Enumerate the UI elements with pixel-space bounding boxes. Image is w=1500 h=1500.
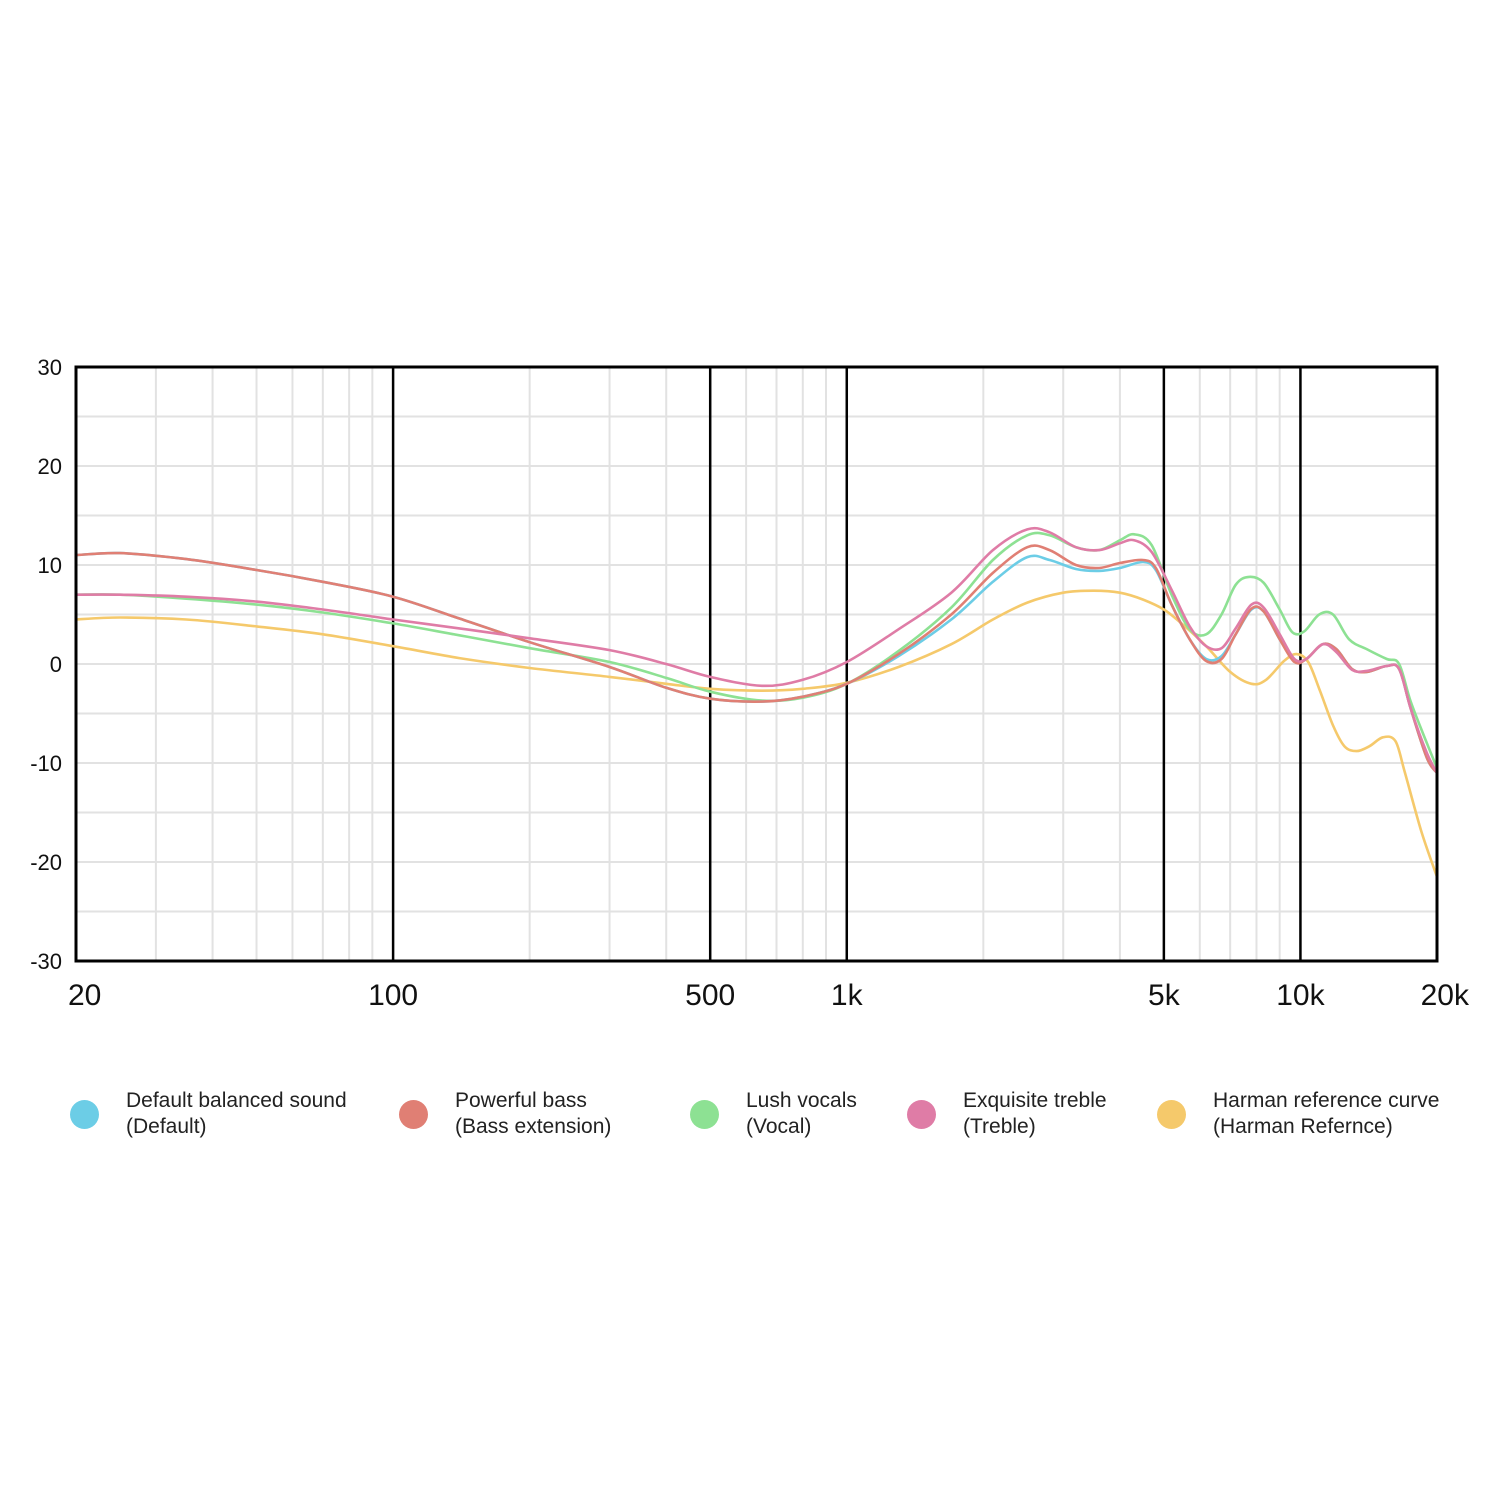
legend: Default balanced sound (Default) Powerful … [0, 1088, 1500, 1148]
legend-subtitle: (Harman Refernce) [1213, 1115, 1393, 1138]
series-line-1 [74, 551, 1439, 775]
legend-name: Default balanced sound [126, 1089, 347, 1112]
legend-item: Lush vocals (Vocal) [690, 1088, 857, 1140]
legend-swatch [70, 1100, 99, 1129]
series-lines [74, 526, 1439, 879]
legend-subtitle: (Treble) [963, 1115, 1036, 1138]
series-line-5 [74, 589, 1439, 879]
x-tick-label: 20k [1421, 979, 1470, 1012]
legend-item: Powerful bass (Bass extension) [399, 1088, 611, 1140]
y-tick-label: 10 [38, 553, 62, 578]
y-tick-label: 20 [38, 454, 62, 479]
legend-subtitle: (Default) [126, 1115, 207, 1138]
x-tick-label: 100 [368, 979, 418, 1012]
legend-text: Exquisite treble (Treble) [963, 1088, 1107, 1140]
legend-swatch [1157, 1100, 1186, 1129]
plot-frame [74, 365, 1439, 963]
horizontal-gridlines [76, 415, 1437, 913]
legend-swatch [399, 1100, 428, 1129]
y-axis-ticks: 30 20 10 0 -10 -20 -30 [30, 355, 62, 974]
legend-text: Lush vocals (Vocal) [746, 1088, 857, 1140]
x-axis-ticks: 20 100 500 1k 5k 10k 20k [68, 979, 1470, 1012]
legend-item: Exquisite treble (Treble) [907, 1088, 1107, 1140]
legend-name: Powerful bass [455, 1089, 587, 1112]
legend-item: Default balanced sound (Default) [70, 1088, 347, 1140]
legend-text: Harman reference curve (Harman Refernce) [1213, 1088, 1439, 1140]
series-line-4 [74, 526, 1439, 775]
x-tick-label: 20 [68, 979, 101, 1012]
legend-text: Powerful bass (Bass extension) [455, 1088, 611, 1140]
legend-text: Default balanced sound (Default) [126, 1088, 347, 1140]
x-tick-label: 5k [1148, 979, 1181, 1012]
series-line-2 [74, 544, 1439, 775]
series-line-3 [74, 531, 1439, 770]
legend-swatch [907, 1100, 936, 1129]
y-tick-label: -10 [30, 751, 62, 776]
y-tick-label: 0 [50, 652, 62, 677]
x-tick-label: 10k [1276, 979, 1325, 1012]
y-tick-label: -30 [30, 949, 62, 974]
x-tick-label: 500 [685, 979, 735, 1012]
legend-name: Lush vocals [746, 1089, 857, 1112]
legend-item: Harman reference curve (Harman Refernce) [1157, 1088, 1439, 1140]
legend-subtitle: (Vocal) [746, 1115, 812, 1138]
x-tick-label: 1k [831, 979, 864, 1012]
y-tick-label: 30 [38, 355, 62, 380]
legend-name: Harman reference curve [1213, 1089, 1440, 1112]
legend-subtitle: (Bass extension) [455, 1115, 612, 1138]
y-tick-label: -20 [30, 850, 62, 875]
legend-name: Exquisite treble [963, 1089, 1107, 1112]
legend-swatch [690, 1100, 719, 1129]
